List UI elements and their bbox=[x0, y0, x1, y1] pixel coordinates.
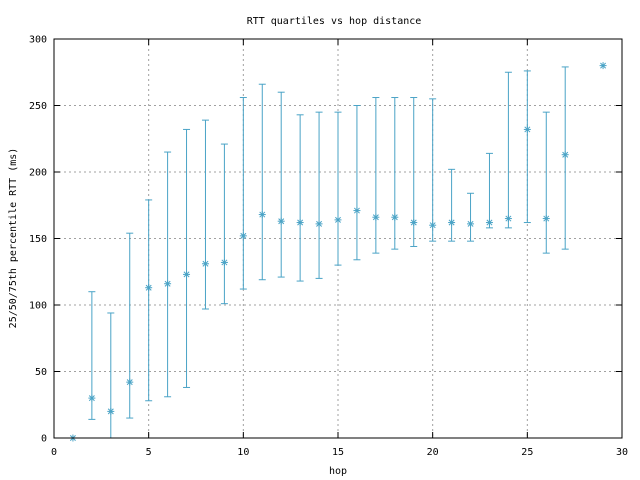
error-bar bbox=[239, 97, 247, 290]
y-tick-label: 250 bbox=[29, 101, 47, 112]
x-tick-label: 15 bbox=[332, 447, 344, 458]
x-axis-label: hop bbox=[329, 466, 347, 477]
error-bar bbox=[277, 91, 285, 278]
median-point bbox=[467, 220, 475, 228]
median-point bbox=[296, 219, 304, 227]
error-bar bbox=[372, 97, 380, 254]
median-point bbox=[410, 219, 418, 227]
error-bar bbox=[145, 199, 153, 402]
error-bar bbox=[542, 111, 550, 254]
median-point bbox=[107, 407, 115, 415]
x-tick-label: 10 bbox=[237, 447, 249, 458]
error-bar bbox=[523, 70, 531, 224]
y-axis-label: 25/50/75th percentile RTT (ms) bbox=[8, 148, 19, 329]
error-bar bbox=[296, 114, 304, 282]
median-point bbox=[258, 211, 266, 219]
x-tick-label: 30 bbox=[616, 447, 628, 458]
median-point bbox=[164, 280, 172, 288]
median-points bbox=[69, 62, 607, 442]
error-bar bbox=[467, 192, 475, 242]
error-bar bbox=[391, 97, 399, 250]
median-point bbox=[277, 217, 285, 225]
median-point bbox=[239, 232, 247, 240]
median-point bbox=[372, 213, 380, 221]
median-point bbox=[523, 125, 531, 133]
median-point bbox=[391, 213, 399, 221]
median-point bbox=[485, 219, 493, 227]
error-bar bbox=[353, 105, 361, 261]
median-point bbox=[220, 258, 228, 266]
error-bar bbox=[448, 168, 456, 242]
y-tick-label: 100 bbox=[29, 301, 47, 312]
error-bar bbox=[201, 119, 209, 310]
chart-title: RTT quartiles vs hop distance bbox=[247, 16, 422, 27]
y-tick-label: 200 bbox=[29, 168, 47, 179]
x-tick-label: 5 bbox=[146, 447, 152, 458]
median-point bbox=[429, 221, 437, 229]
x-tick-label: 0 bbox=[51, 447, 57, 458]
error-bar bbox=[429, 98, 437, 242]
error-bar bbox=[258, 83, 266, 281]
y-tick-label: 300 bbox=[29, 35, 47, 46]
y-tick-label: 0 bbox=[41, 434, 47, 445]
error-bar bbox=[164, 151, 172, 398]
median-point bbox=[145, 284, 153, 292]
median-point bbox=[561, 151, 569, 159]
x-tick-label: 20 bbox=[427, 447, 439, 458]
median-point bbox=[315, 220, 323, 228]
median-point bbox=[201, 260, 209, 268]
median-point bbox=[542, 215, 550, 223]
y-tick-label: 50 bbox=[35, 367, 47, 378]
error-bar bbox=[315, 111, 323, 279]
error-bar bbox=[183, 128, 191, 388]
error-bar bbox=[107, 312, 115, 439]
median-point bbox=[88, 394, 96, 402]
y-tick-label: 150 bbox=[29, 234, 47, 245]
error-bar bbox=[220, 143, 228, 305]
error-bar bbox=[126, 232, 134, 419]
error-bar bbox=[334, 111, 342, 266]
error-bars bbox=[88, 66, 569, 439]
median-point bbox=[183, 270, 191, 278]
median-point bbox=[448, 219, 456, 227]
x-tick-label: 25 bbox=[521, 447, 533, 458]
median-point bbox=[599, 62, 607, 70]
median-point bbox=[504, 215, 512, 223]
median-point bbox=[334, 216, 342, 224]
error-bar bbox=[485, 152, 493, 229]
median-point bbox=[126, 378, 134, 386]
median-point bbox=[353, 207, 361, 215]
error-bar bbox=[504, 71, 512, 229]
